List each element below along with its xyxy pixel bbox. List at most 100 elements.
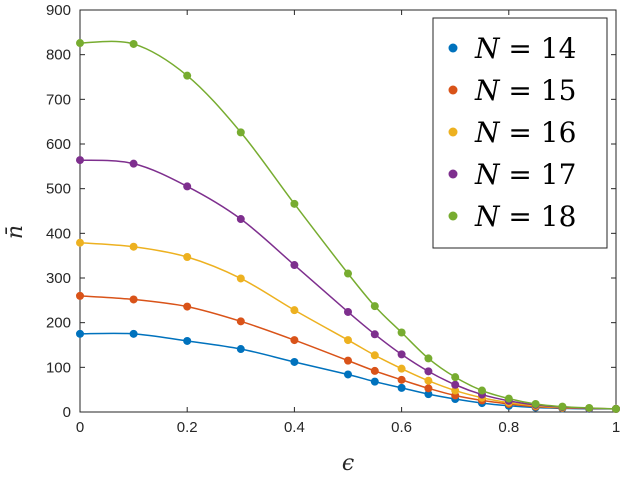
legend-marker bbox=[448, 43, 458, 53]
data-point bbox=[76, 238, 84, 247]
data-point bbox=[585, 403, 594, 412]
data-point bbox=[531, 399, 540, 408]
data-point bbox=[129, 295, 138, 304]
data-point bbox=[236, 215, 245, 224]
x-tick-label: 0 bbox=[76, 419, 84, 436]
data-point bbox=[344, 370, 352, 379]
data-point bbox=[478, 386, 486, 395]
data-point bbox=[290, 336, 299, 345]
data-point bbox=[290, 357, 299, 366]
data-point bbox=[451, 373, 460, 382]
y-tick-label: 100 bbox=[46, 359, 71, 376]
data-point bbox=[236, 128, 245, 137]
data-point bbox=[424, 390, 433, 399]
legend-entry: N = 15 bbox=[474, 74, 576, 107]
data-point bbox=[424, 367, 433, 376]
data-point bbox=[504, 394, 513, 403]
data-point bbox=[344, 336, 352, 345]
series-curves bbox=[79, 40, 617, 410]
legend-entry: N = 16 bbox=[474, 116, 576, 149]
legend-entry: N = 17 bbox=[474, 158, 576, 191]
x-tick-label: 0.4 bbox=[284, 419, 305, 436]
y-tick-label: 0 bbox=[63, 404, 71, 421]
legend-entry: N = 14 bbox=[474, 32, 576, 65]
data-point bbox=[236, 317, 245, 326]
legend-entry-value: = 16 bbox=[500, 116, 577, 149]
y-tick-label: 300 bbox=[46, 270, 71, 287]
data-point bbox=[612, 404, 620, 413]
y-tick-label: 800 bbox=[46, 47, 71, 64]
legend-box bbox=[432, 17, 608, 249]
data-point bbox=[370, 351, 379, 360]
legend-marker bbox=[448, 127, 458, 137]
legend-entry: N = 18 bbox=[474, 200, 576, 233]
legend-entry-value: = 17 bbox=[500, 158, 577, 191]
data-point bbox=[129, 329, 138, 338]
axes: 0 0.2 0.4 0.6 0.8 1 0 100 200 300 400 500 600 700 800 9… bbox=[46, 2, 620, 436]
data-point bbox=[344, 307, 352, 316]
data-point bbox=[397, 383, 406, 392]
data-point bbox=[129, 39, 138, 48]
series-line bbox=[79, 241, 617, 410]
legend-entry-variable: N bbox=[474, 74, 501, 107]
data-point bbox=[290, 199, 299, 208]
data-point bbox=[451, 380, 460, 389]
y-tick-label: 700 bbox=[46, 91, 71, 108]
legend-marker bbox=[448, 85, 458, 95]
legend-entry-value: = 15 bbox=[500, 74, 577, 107]
x-axis-label: ϵ bbox=[342, 451, 354, 476]
data-point bbox=[424, 384, 433, 393]
data-point bbox=[129, 242, 138, 251]
series-points bbox=[76, 39, 620, 413]
legend-entry-variable: N bbox=[474, 116, 501, 149]
legend-entry-variable: N bbox=[474, 200, 501, 233]
y-tick-label: 200 bbox=[46, 315, 71, 332]
data-point bbox=[183, 253, 192, 262]
data-point bbox=[397, 375, 406, 384]
data-point bbox=[344, 356, 352, 365]
data-point bbox=[397, 350, 406, 359]
data-point bbox=[76, 156, 84, 165]
y-tick-label: 600 bbox=[46, 136, 71, 153]
legend-entry-variable: N bbox=[474, 32, 501, 65]
data-point bbox=[183, 302, 192, 311]
legend-entry-value: = 14 bbox=[500, 32, 577, 65]
legend-entry-variable: N bbox=[474, 158, 501, 191]
data-point bbox=[76, 39, 84, 48]
y-tick-label: 500 bbox=[46, 181, 71, 198]
data-point bbox=[397, 328, 406, 337]
data-point bbox=[76, 329, 84, 338]
data-point bbox=[129, 159, 138, 168]
data-point bbox=[370, 330, 379, 339]
x-tick-label: 0.2 bbox=[177, 419, 198, 436]
data-point bbox=[290, 261, 299, 270]
plot-frame bbox=[79, 9, 617, 413]
y-axis-label: n̄ bbox=[3, 225, 28, 239]
data-point bbox=[370, 366, 379, 375]
y-tick-label: 900 bbox=[46, 2, 71, 19]
x-tick-label: 0.8 bbox=[498, 419, 519, 436]
legend-marker bbox=[448, 169, 458, 179]
legend-marker bbox=[448, 211, 458, 221]
data-point bbox=[76, 291, 84, 300]
x-tick-label: 1 bbox=[612, 419, 620, 436]
data-point bbox=[290, 306, 299, 315]
data-point bbox=[424, 354, 433, 363]
data-point bbox=[558, 402, 567, 411]
data-point bbox=[424, 376, 433, 385]
data-point bbox=[370, 377, 379, 386]
data-point bbox=[397, 364, 406, 373]
y-tick-label: 400 bbox=[46, 225, 71, 242]
series-line bbox=[79, 40, 617, 410]
data-point bbox=[451, 386, 460, 395]
data-point bbox=[183, 336, 192, 345]
data-point bbox=[236, 345, 245, 354]
x-tick-label: 0.6 bbox=[391, 419, 412, 436]
data-point bbox=[236, 274, 245, 283]
data-point bbox=[370, 302, 379, 311]
data-point bbox=[183, 71, 192, 80]
legend-entry-value: = 18 bbox=[500, 200, 577, 233]
data-point bbox=[183, 182, 192, 191]
data-point bbox=[344, 269, 352, 278]
